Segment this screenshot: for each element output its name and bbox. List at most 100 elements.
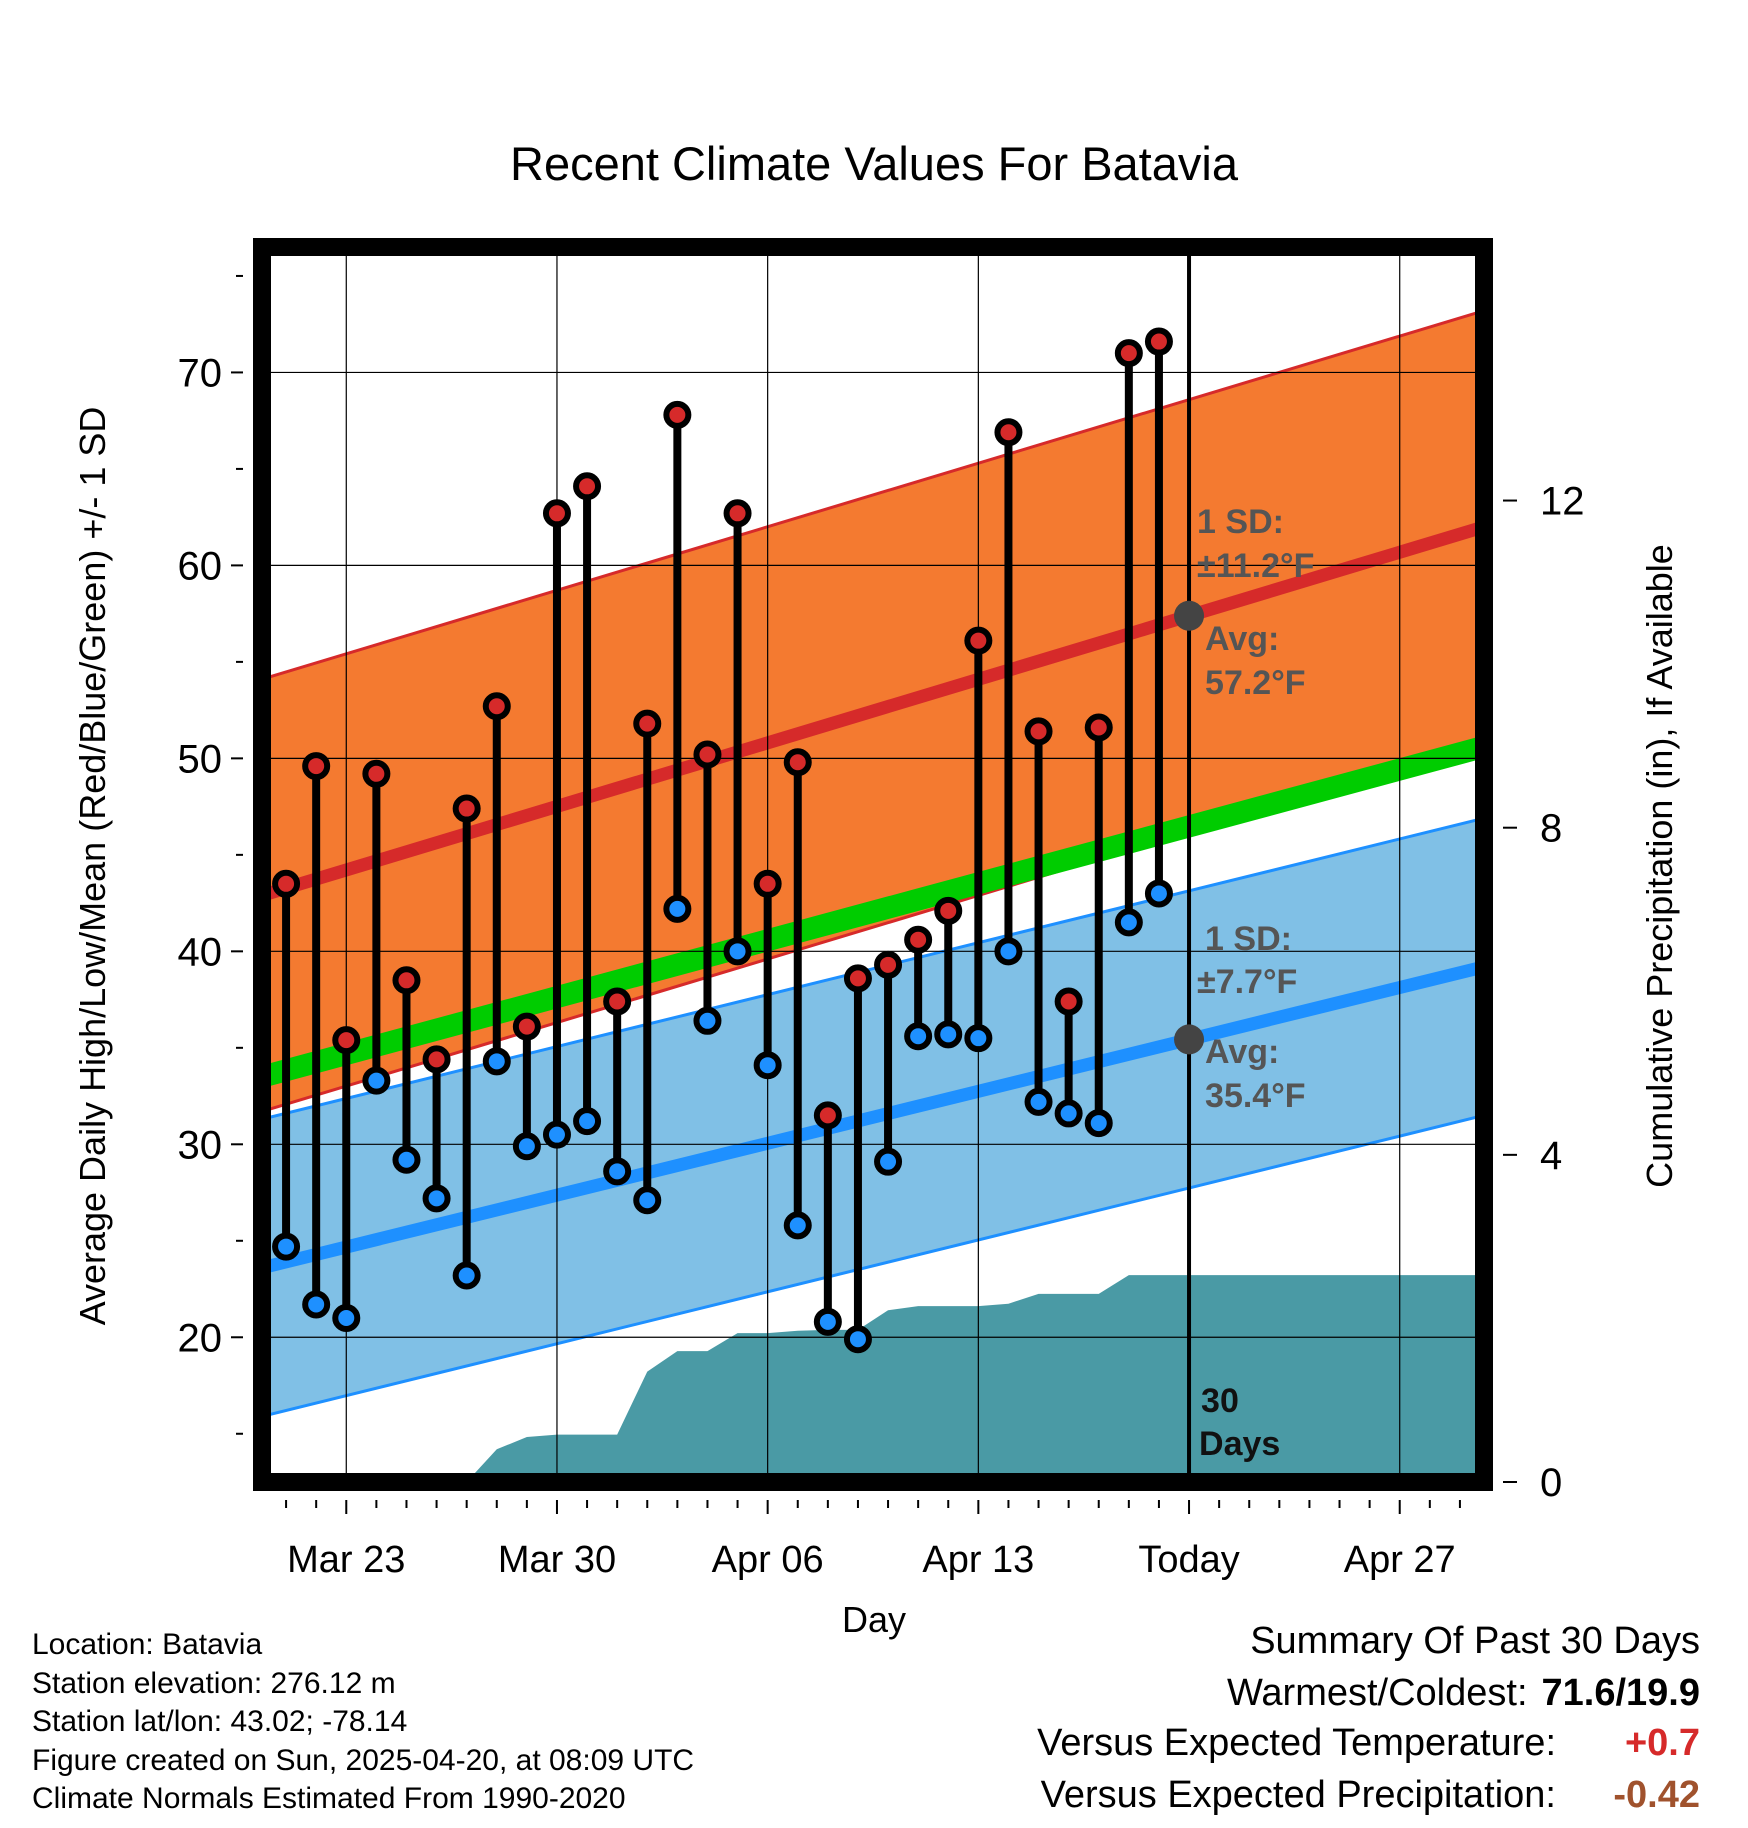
low-sd-value: ±7.7°F: [1197, 963, 1297, 1001]
observed-high-point: [633, 709, 662, 738]
plot-frame: [253, 238, 1493, 1491]
precip-area: [466, 1275, 1484, 1482]
temp-value: +0.7: [1624, 1722, 1700, 1764]
observed-high-point: [874, 950, 903, 979]
observed-high-point: [783, 748, 812, 777]
observed-low-point: [813, 1307, 842, 1336]
x-tick-label: Apr 27: [1344, 1539, 1456, 1581]
high-sd-value: ±11.2°F: [1197, 547, 1314, 585]
y-tick-label: 40: [178, 930, 223, 974]
plot-area: 1 SD: ±11.2°F Avg: 57.2°F 1 SD: ±7.7°F Avg: 35.…: [178, 238, 1585, 1581]
y2-tick-label: 12: [1540, 480, 1585, 524]
observed-high-point: [1024, 717, 1053, 746]
observed-high-point: [332, 1026, 361, 1055]
precip-value: -0.42: [1613, 1774, 1700, 1816]
observed-high-point: [964, 626, 993, 655]
observed-low-point: [934, 1020, 963, 1049]
precip-label: Versus Expected Precipitation:: [1040, 1774, 1556, 1816]
observed-low-point: [512, 1132, 541, 1161]
high-avg-value: 57.2°F: [1205, 664, 1306, 702]
y2-tick-label: 8: [1540, 807, 1562, 851]
x-tick-label: Apr 06: [712, 1539, 824, 1581]
high-avg-label: Avg:: [1205, 620, 1279, 658]
x-axis-label: Day: [842, 1599, 906, 1640]
observed-high-point: [663, 400, 692, 429]
observed-high-point: [272, 869, 301, 898]
observed-high-point: [904, 925, 933, 954]
observed-low-point: [633, 1186, 662, 1215]
temp-label: Versus Expected Temperature:: [1037, 1722, 1556, 1764]
x-tick-label: Today: [1138, 1539, 1239, 1581]
low-sd-label: 1 SD:: [1205, 920, 1292, 958]
observed-low-point: [422, 1184, 451, 1213]
observed-low-point: [663, 894, 692, 923]
observed-low-point: [573, 1107, 602, 1136]
observed-low-point: [1054, 1099, 1083, 1128]
observed-high-point: [392, 966, 421, 995]
observed-low-point: [693, 1006, 722, 1035]
observed-low-point: [1024, 1087, 1053, 1116]
normals-text: Climate Normals Estimated From 1990-2020: [32, 1782, 626, 1815]
observed-low-point: [904, 1022, 933, 1051]
observed-high-point: [482, 692, 511, 721]
days-label-text: Days: [1199, 1425, 1280, 1463]
summary-temp: Versus Expected Temperature: +0.7: [1037, 1722, 1700, 1765]
observed-low-point: [874, 1147, 903, 1176]
y-tick-label: 20: [178, 1316, 223, 1360]
observed-low-point: [392, 1145, 421, 1174]
observed-low-point: [362, 1066, 391, 1095]
warm-cold-value: 71.6/19.9: [1541, 1672, 1700, 1714]
observed-low-point: [272, 1232, 301, 1261]
observed-low-point: [603, 1157, 632, 1186]
y2-tick-label: 0: [1540, 1461, 1562, 1505]
observed-high-point: [813, 1101, 842, 1130]
today-high-avg-marker: [1174, 600, 1205, 631]
observed-high-point: [843, 964, 872, 993]
y-tick-label: 50: [178, 737, 223, 781]
low-avg-value: 35.4°F: [1205, 1077, 1306, 1115]
observed-low-point: [753, 1051, 782, 1080]
observed-low-point: [302, 1290, 331, 1319]
observed-high-point: [603, 987, 632, 1016]
summary-heading: Summary Of Past 30 Days: [1250, 1620, 1700, 1662]
days-label-number: 30: [1201, 1382, 1239, 1420]
observed-low-point: [1084, 1109, 1113, 1138]
observed-low-point: [994, 937, 1023, 966]
y-tick-label: 30: [178, 1123, 223, 1167]
observed-low-point: [332, 1303, 361, 1332]
latlon-text: Station lat/lon: 43.02; -78.14: [32, 1705, 408, 1738]
chart-title: Recent Climate Values For Batavia: [510, 137, 1239, 190]
observed-high-point: [994, 418, 1023, 447]
high-sd-label: 1 SD:: [1197, 503, 1284, 541]
observed-high-point: [723, 499, 752, 528]
observed-low-point: [723, 937, 752, 966]
observed-high-point: [1054, 987, 1083, 1016]
observed-high-point: [362, 759, 391, 788]
observed-low-point: [783, 1211, 812, 1240]
observed-high-point: [422, 1045, 451, 1074]
observed-high-point: [512, 1012, 541, 1041]
created-text: Figure created on Sun, 2025-04-20, at 08…: [32, 1743, 695, 1777]
observed-high-point: [302, 752, 331, 781]
observed-low-point: [482, 1047, 511, 1076]
observed-low-point: [452, 1261, 481, 1290]
observed-high-point: [1114, 339, 1143, 368]
y2-tick-label: 4: [1540, 1134, 1562, 1178]
observed-low-point: [542, 1120, 571, 1149]
summary-warm-cold: Warmest/Coldest: 71.6/19.9: [1227, 1672, 1700, 1715]
x-tick-label: Mar 30: [498, 1539, 616, 1581]
station-info: Location: Batavia Station elevation: 276…: [32, 1626, 694, 1819]
observed-high-point: [1084, 713, 1113, 742]
observed-high-point: [934, 896, 963, 925]
observed-low-point: [964, 1024, 993, 1053]
y-tick-label: 70: [178, 351, 223, 395]
observed-low-point: [1114, 908, 1143, 937]
elevation-text: Station elevation: 276.12 m: [32, 1666, 396, 1700]
warm-cold-label: Warmest/Coldest:: [1226, 1672, 1528, 1714]
observed-high-point: [1144, 327, 1173, 356]
observed-low-point: [1144, 879, 1173, 908]
observed-low-point: [843, 1325, 872, 1354]
observed-high-point: [693, 740, 722, 769]
today-low-avg-marker: [1174, 1024, 1205, 1055]
